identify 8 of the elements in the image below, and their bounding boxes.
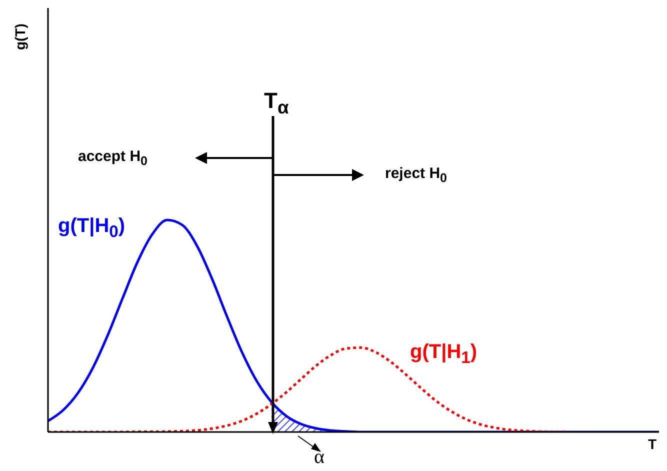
x-axis-title: T [648, 436, 657, 452]
series-label: g(T|H$_{0}$) [58, 215, 126, 242]
text: g(T) [12, 24, 28, 50]
text: accept H$_{0}$ [78, 148, 148, 168]
text: α [314, 446, 324, 469]
series-label: g(T|H$_{1}$) [410, 341, 478, 368]
text: reject H$_{0}$ [385, 165, 447, 185]
text: T$_{α}$ [264, 88, 289, 118]
